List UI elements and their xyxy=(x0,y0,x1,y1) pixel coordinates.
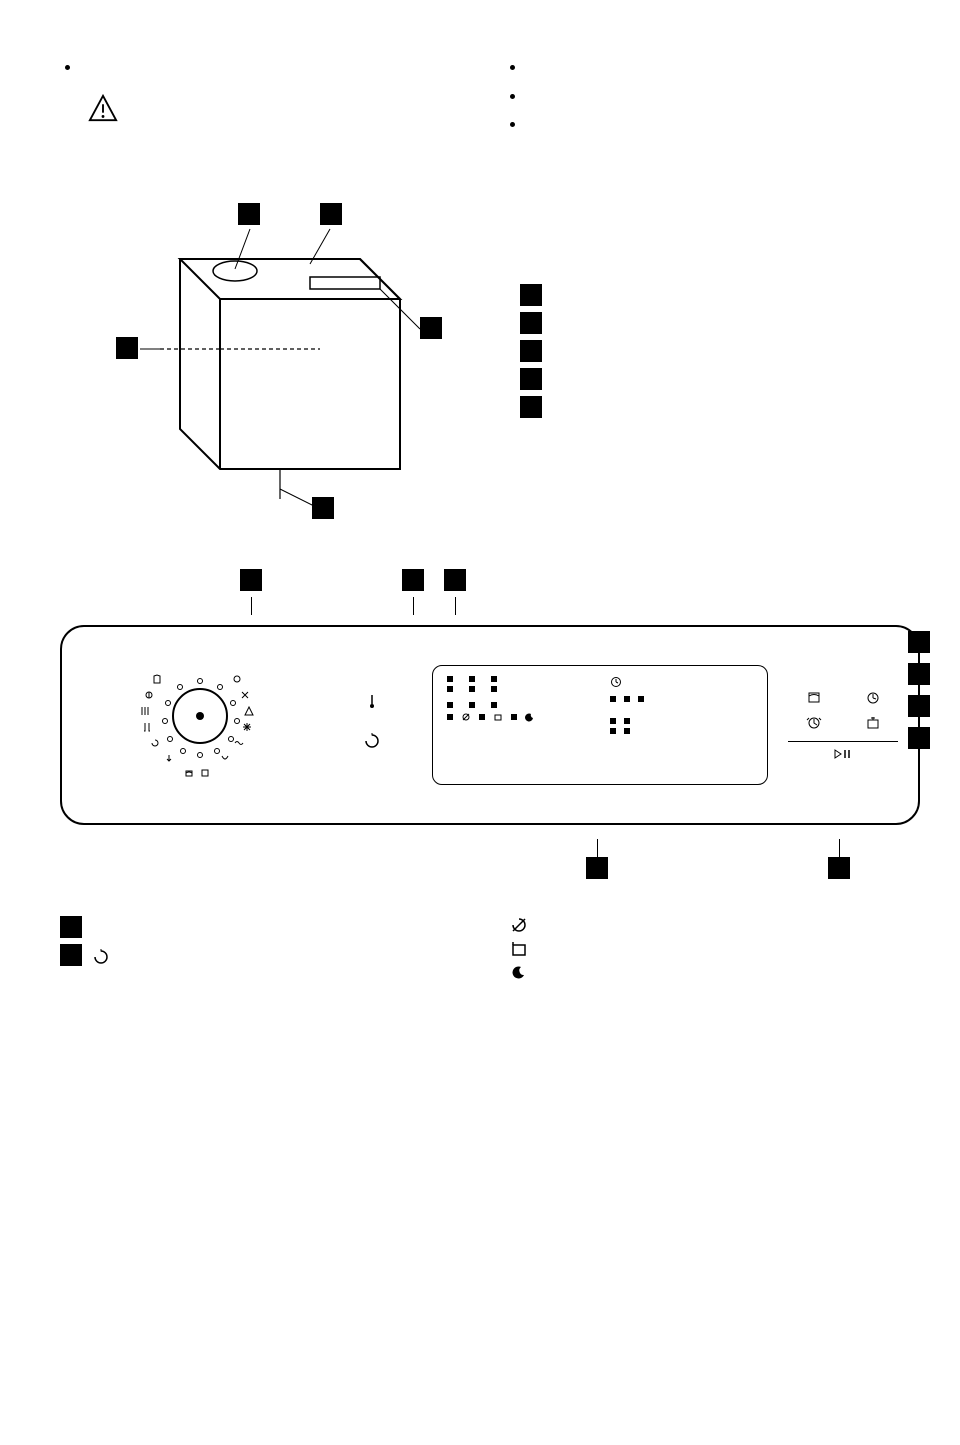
prog-pamut xyxy=(232,674,245,684)
prog-kimelo xyxy=(242,722,255,732)
temp-spin-buttons xyxy=(332,693,412,757)
prog-5ing xyxy=(149,674,162,684)
legend-item-2 xyxy=(520,312,552,334)
prog-paplan xyxy=(200,768,213,778)
prog-pamuteco xyxy=(240,690,253,700)
appliance-diagram xyxy=(60,189,490,519)
program-dial[interactable] xyxy=(172,688,228,744)
control-panel-wrapper xyxy=(60,569,920,886)
rinsehold-small-icon xyxy=(493,712,503,722)
quick-icon xyxy=(806,715,822,731)
intro-columns xyxy=(60,54,920,139)
right-bullet-2 xyxy=(527,83,920,107)
right-bullet-1 xyxy=(527,54,920,78)
legend4-item-1 xyxy=(60,916,470,938)
no-spin-icon xyxy=(510,916,528,934)
panel-callout-9 xyxy=(586,857,608,879)
diagram-callout-1 xyxy=(238,203,260,225)
clock-icon xyxy=(610,676,622,688)
diagram-callout-5 xyxy=(116,337,138,359)
prewash-icon xyxy=(806,689,822,705)
prog-gyapju xyxy=(234,738,247,748)
delay-display xyxy=(610,676,753,774)
caution-block xyxy=(60,93,475,129)
prog-centrifuga xyxy=(147,738,160,748)
prog-muszal xyxy=(244,706,257,716)
indicator-nospin xyxy=(510,916,920,934)
panel-top-callouts xyxy=(60,569,920,615)
display-panel xyxy=(432,665,768,785)
legend-item-5 xyxy=(520,396,552,418)
diagram-callout-4 xyxy=(312,497,334,519)
spin-inline-icon xyxy=(92,948,110,966)
quick-button[interactable] xyxy=(788,715,839,733)
prog-farmer xyxy=(139,722,152,732)
section4-indicators xyxy=(510,916,920,982)
program-dial-zone xyxy=(82,640,312,810)
warning-triangle-icon xyxy=(88,93,118,129)
diagram-callout-3 xyxy=(420,317,442,339)
diagram-callout-2 xyxy=(320,203,342,225)
delay-icon xyxy=(865,689,881,705)
panel-callout-8 xyxy=(828,857,850,879)
product-description-row xyxy=(60,189,920,519)
indicator-rinsehold xyxy=(510,940,920,958)
right-bullet-3 xyxy=(527,111,920,135)
extra-rinse-button[interactable] xyxy=(847,715,898,733)
section3-legend xyxy=(520,284,552,424)
prewash-button[interactable] xyxy=(788,689,839,707)
panel-callout-1 xyxy=(240,569,262,591)
nospin-small-icon xyxy=(461,712,471,722)
panel-callout-2 xyxy=(402,569,424,591)
option-buttons xyxy=(788,689,898,762)
temp-button[interactable] xyxy=(332,693,412,714)
prog-oblites xyxy=(181,768,194,778)
thermometer-icon xyxy=(363,693,381,711)
intro-left-col xyxy=(60,54,475,139)
delay-button[interactable] xyxy=(847,689,898,707)
left-bullet-1 xyxy=(82,54,475,78)
right-bullet-list xyxy=(505,54,920,135)
control-panel xyxy=(60,625,920,825)
section4-legend-left xyxy=(60,916,470,968)
legend-item-4 xyxy=(520,368,552,390)
panel-callout-3 xyxy=(444,569,466,591)
rinse-hold-icon xyxy=(510,940,528,958)
legend-item-1 xyxy=(520,284,552,306)
panel-bottom-callouts xyxy=(60,839,920,885)
temp-display xyxy=(447,676,590,774)
prog-fuggony xyxy=(137,706,150,716)
legend4-item-2 xyxy=(60,944,470,968)
spin-button[interactable] xyxy=(332,732,412,753)
prog-szivattyuzas xyxy=(161,754,174,764)
play-pause-icon xyxy=(833,748,853,760)
spin-icon xyxy=(363,732,381,750)
start-pause-button[interactable] xyxy=(788,741,898,760)
intro-right-col xyxy=(505,54,920,139)
page-header xyxy=(60,20,920,44)
indicator-night xyxy=(510,964,920,982)
prog-selyem xyxy=(220,754,233,764)
legend-item-3 xyxy=(520,340,552,362)
section4-legend-row xyxy=(60,916,920,988)
extra-rinse-icon xyxy=(865,715,881,731)
night-cycle-icon xyxy=(510,964,528,982)
night-small-icon xyxy=(525,712,535,722)
prog-sportruha xyxy=(141,690,154,700)
left-bullet-list xyxy=(60,54,475,78)
